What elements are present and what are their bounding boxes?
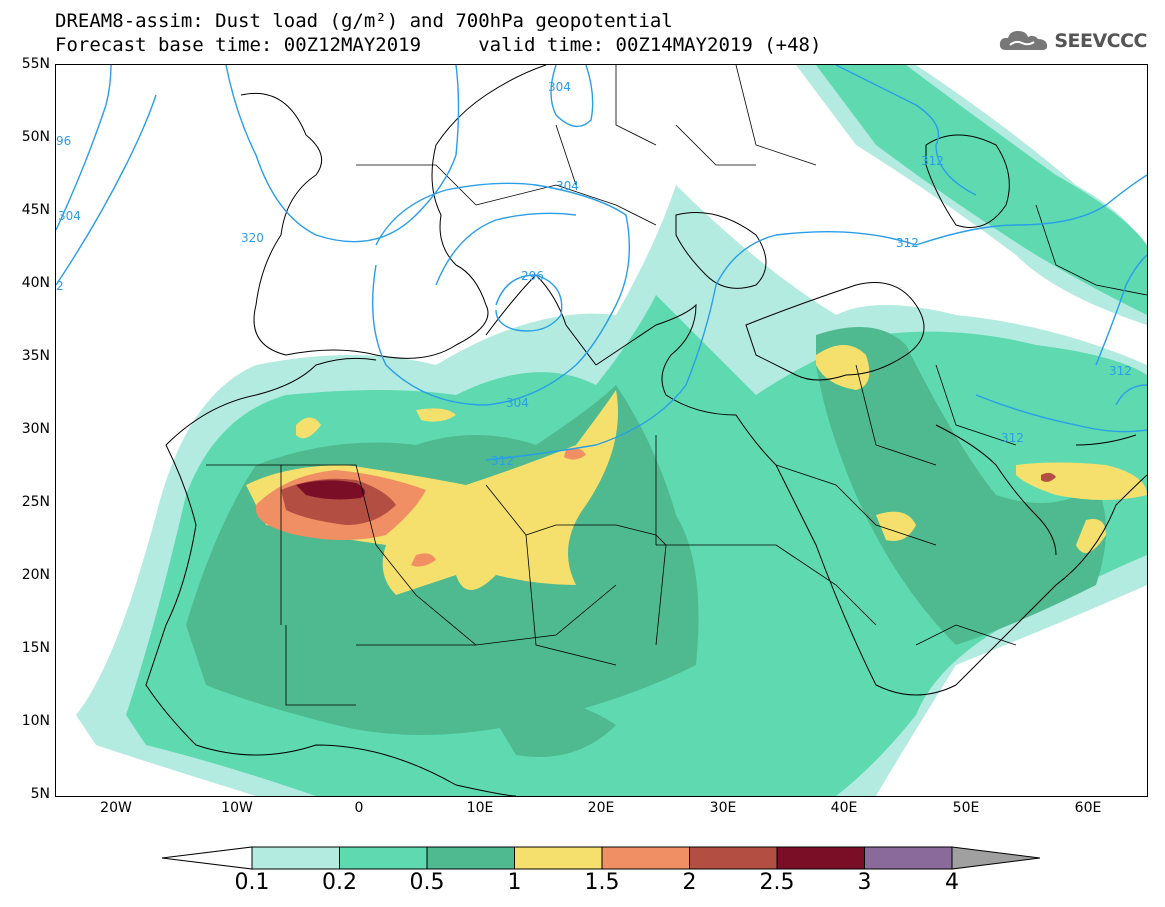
lon-label: 60E [1074,800,1102,816]
contour-labels: 304 304 304 320 312 296 304 312 312 312 … [56,80,1132,468]
lat-label: 35N [21,348,50,364]
colorbar-tick-label: 2 [682,870,697,895]
contour-label: 2 [56,279,64,293]
colorbar-segment [514,846,603,870]
colorbar-over-triangle [951,846,1040,870]
colorbar-segment [426,846,515,870]
lat-label: 5N [30,786,50,802]
lon-label: 10E [466,800,494,816]
contour-label: 96 [56,134,71,148]
map-title: DREAM8-assim: Dust load (g/m²) and 700hP… [55,10,673,32]
contour-label: 296 [521,269,544,283]
contour-label: 312 [921,154,944,168]
lon-label: 30E [709,800,737,816]
lat-label: 25N [21,494,50,510]
colorbar-segment [251,846,340,870]
colorbar-tick-label: 0.2 [322,870,357,895]
colorbar [161,846,1040,870]
seevccc-logo: SEEVCCC [998,28,1147,54]
lat-label: 30N [21,421,50,437]
country-borders [206,65,1147,706]
lat-label: 20N [21,567,50,583]
lon-label: 40E [830,800,858,816]
map-panel: 304 304 304 320 312 296 304 312 312 312 … [55,64,1148,797]
lat-label: 45N [21,202,50,218]
lat-label: 10N [21,713,50,729]
colorbar-segment [776,846,865,870]
colorbar-tick-label: 1.5 [584,870,620,895]
contour-label: 312 [1001,431,1024,445]
map-subtitle: Forecast base time: 00Z12MAY2019 valid t… [55,34,822,56]
geopotential-contours [56,65,1147,461]
contour-label: 304 [556,179,579,193]
contour-label: 320 [241,231,264,245]
lon-label: 10W [221,800,253,816]
contour-label: 304 [58,209,81,223]
contour-label: 304 [506,396,529,410]
colorbar-tick-label: 3 [857,870,872,895]
lat-label: 15N [21,640,50,656]
lon-label: 50E [952,800,980,816]
cloud-logo-icon [1000,31,1048,50]
dust-level-2.5 [296,480,365,500]
lon-label: 20W [100,800,132,816]
colorbar-under-triangle [161,846,253,870]
logo-text: SEEVCCC [1054,30,1147,52]
colorbar-segment [601,846,690,870]
lon-label: 20E [587,800,615,816]
lat-label: 40N [21,275,50,291]
colorbar-segment [339,846,428,870]
contour-label: 304 [548,80,571,94]
lat-label: 55N [21,56,50,72]
contour-label: 312 [896,236,919,250]
lon-label: 0 [354,800,364,816]
dust-map: 304 304 304 320 312 296 304 312 312 312 … [56,65,1147,796]
colorbar-segment [864,846,953,870]
colorbar-tick-label: 0.1 [234,870,270,895]
lat-label: 50N [21,129,50,145]
colorbar-tick-label: 1 [507,870,522,895]
colorbar-tick-label: 0.5 [409,870,445,895]
contour-label: 312 [491,454,514,468]
colorbar-segment [689,846,778,870]
coastlines [145,65,1147,796]
contour-label: 312 [1109,364,1132,378]
colorbar-tick-label: 4 [945,870,959,895]
colorbar-tick-label: 2.5 [759,870,795,895]
